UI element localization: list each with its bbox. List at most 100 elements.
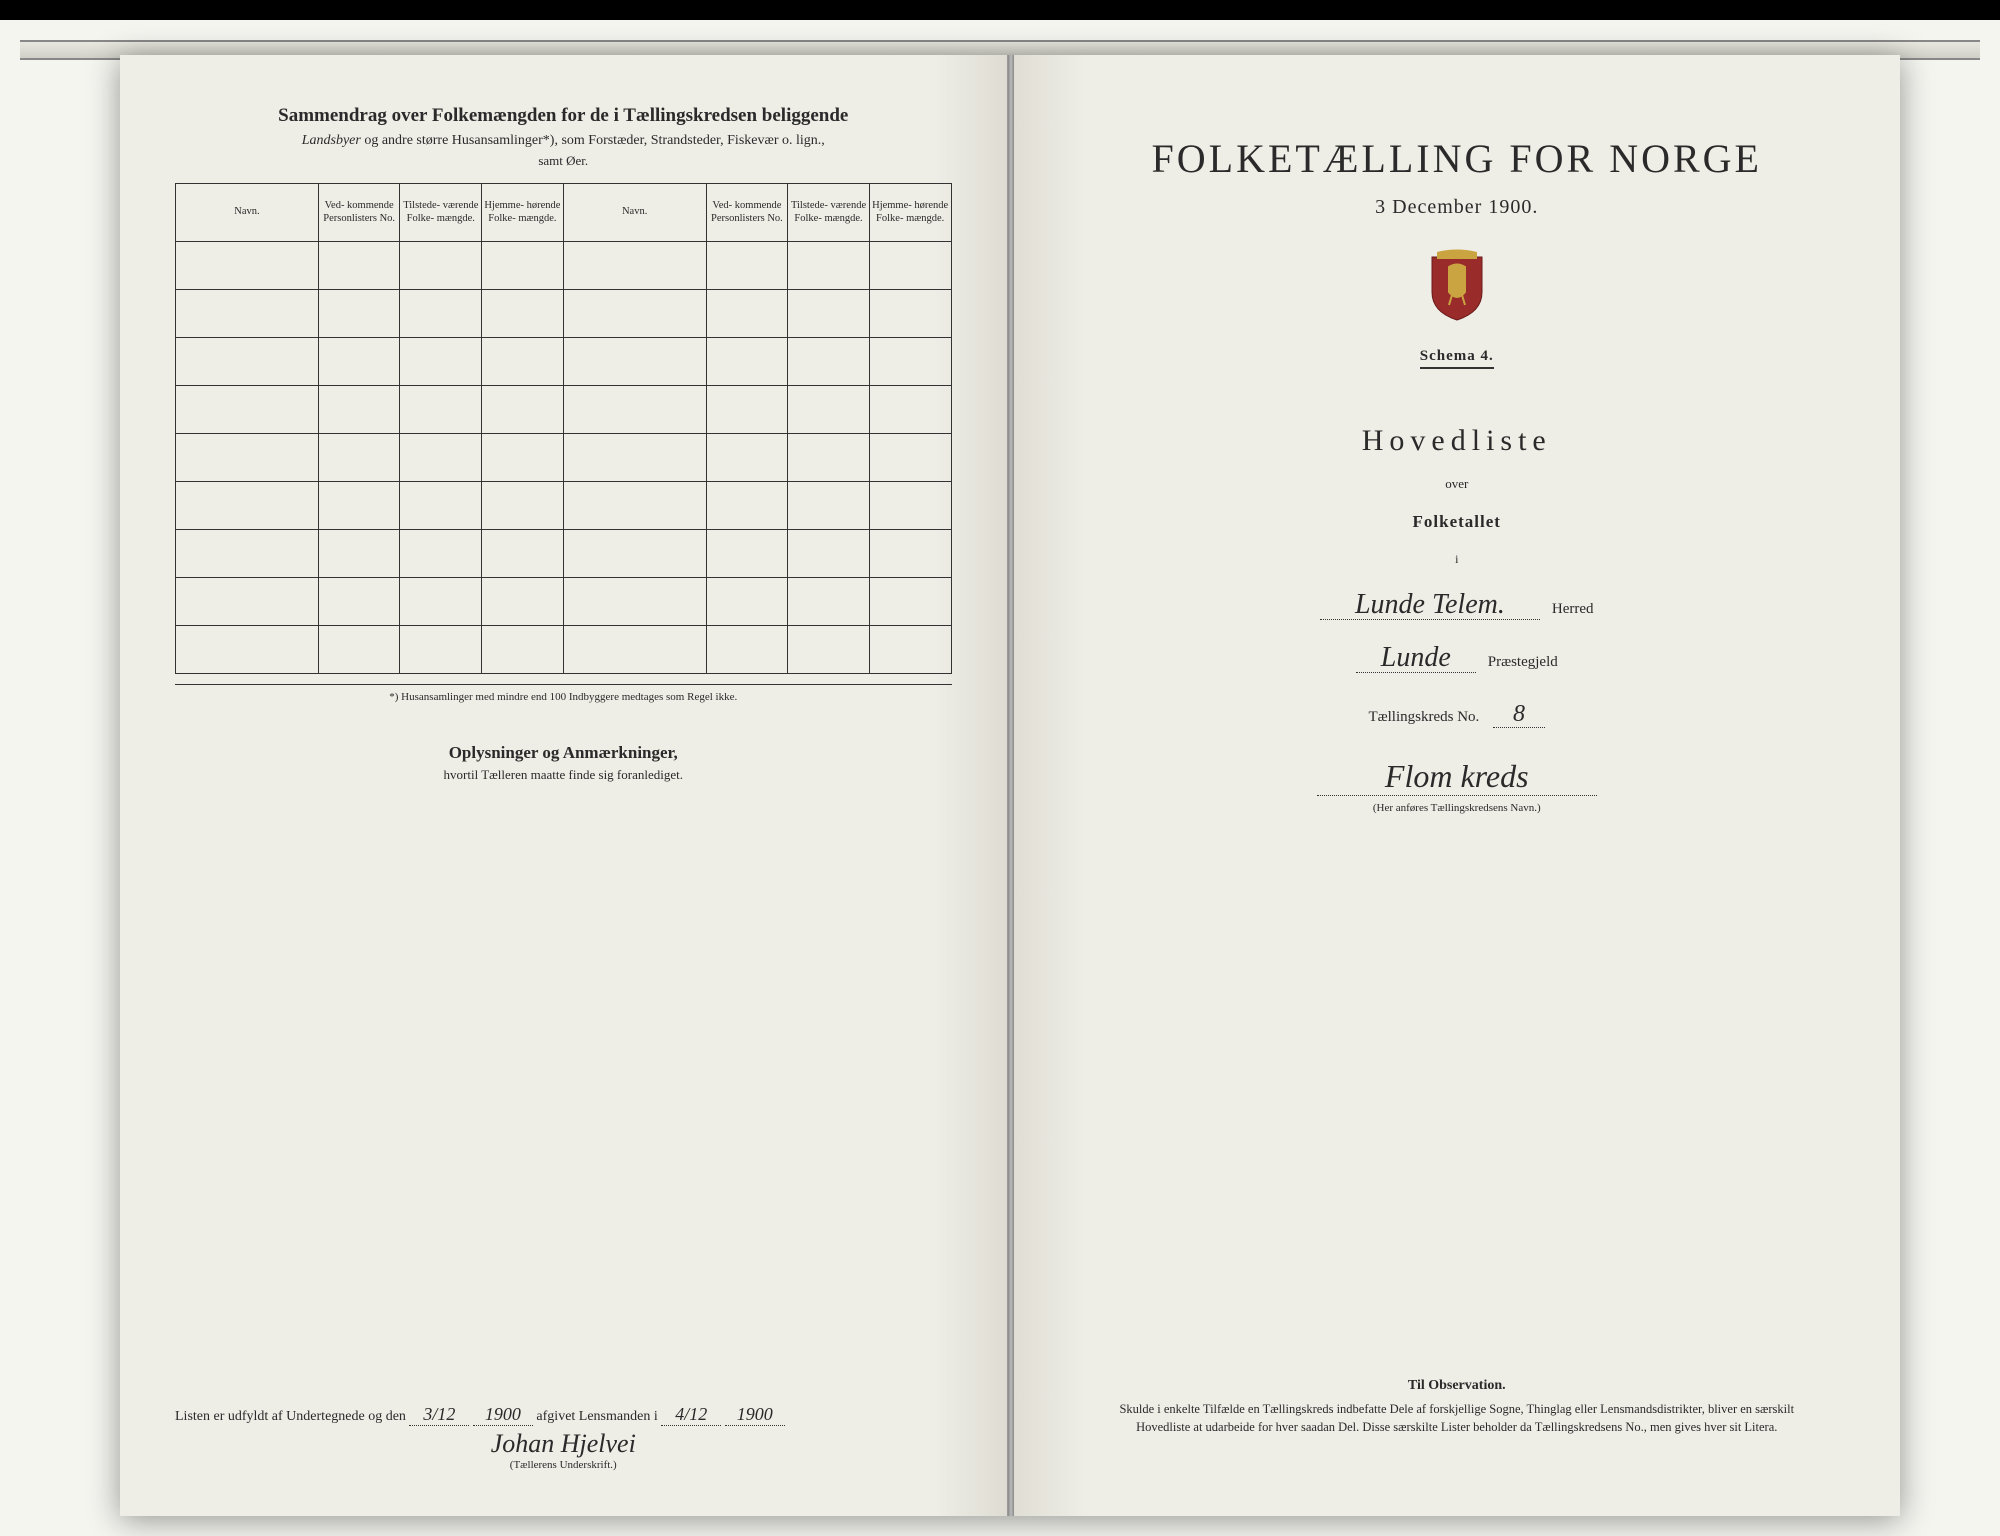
right-page: FOLKETÆLLING FOR NORGE 3 December 1900. …	[1014, 55, 1901, 1516]
table-cell	[482, 434, 564, 482]
table-cell	[869, 338, 951, 386]
oplysninger-sub: hvortil Tælleren maatte finde sig foranl…	[175, 767, 952, 783]
census-date: 3 December 1900.	[1069, 196, 1846, 219]
table-row	[176, 338, 952, 386]
listen-prefix: Listen er udfyldt af Undertegnede og den	[175, 1409, 406, 1424]
col-navn-2: Navn.	[563, 184, 706, 242]
table-cell	[176, 242, 319, 290]
table-cell	[788, 482, 870, 530]
col-navn-1: Navn.	[176, 184, 319, 242]
table-cell	[869, 482, 951, 530]
table-cell	[788, 290, 870, 338]
col-vedkommende-2: Ved- kommende Personlisters No.	[706, 184, 788, 242]
hovedliste-title: Hovedliste	[1069, 424, 1846, 458]
observation-heading: Til Observation.	[1094, 1378, 1821, 1394]
date2-field: 4/12	[661, 1404, 721, 1426]
table-cell	[318, 626, 400, 674]
i-label: i	[1069, 552, 1846, 567]
table-row	[176, 578, 952, 626]
table-cell	[869, 578, 951, 626]
kreds-number-row: Tællingskreds No. 8	[1069, 701, 1846, 728]
kreds-name: Flom kreds	[1317, 758, 1597, 796]
table-cell	[318, 290, 400, 338]
table-cell	[563, 578, 706, 626]
coat-of-arms-icon	[1427, 247, 1487, 322]
summary-subheading: Landsbyer og andre større Husansamlinger…	[175, 133, 952, 149]
table-cell	[706, 482, 788, 530]
table-cell	[869, 434, 951, 482]
table-cell	[563, 242, 706, 290]
table-cell	[176, 290, 319, 338]
kreds-number: 8	[1493, 701, 1545, 728]
table-cell	[563, 434, 706, 482]
col-tilstede-1: Tilstede- værende Folke- mængde.	[400, 184, 482, 242]
table-cell	[869, 530, 951, 578]
herred-value: Lunde Telem.	[1320, 591, 1540, 620]
open-book: Sammendrag over Folkemængden for de i Tæ…	[120, 55, 1900, 1516]
table-body	[176, 242, 952, 674]
table-cell	[788, 386, 870, 434]
table-cell	[400, 434, 482, 482]
table-cell	[706, 626, 788, 674]
table-cell	[318, 386, 400, 434]
table-cell	[482, 338, 564, 386]
col-vedkommende-1: Ved- kommende Personlisters No.	[318, 184, 400, 242]
table-cell	[563, 626, 706, 674]
table-row	[176, 434, 952, 482]
afgivet-label: afgivet Lensmanden i	[536, 1409, 657, 1424]
table-cell	[706, 434, 788, 482]
folketallet-label: Folketallet	[1069, 512, 1846, 532]
table-cell	[400, 578, 482, 626]
table-cell	[563, 290, 706, 338]
signature-line: Listen er udfyldt af Undertegnede og den…	[175, 1404, 952, 1426]
summary-heading: Sammendrag over Folkemængden for de i Tæ…	[175, 105, 952, 127]
table-cell	[482, 626, 564, 674]
praestegjeld-value: Lunde	[1356, 644, 1476, 673]
table-row	[176, 530, 952, 578]
table-cell	[869, 626, 951, 674]
table-cell	[176, 386, 319, 434]
table-cell	[563, 386, 706, 434]
table-cell	[706, 338, 788, 386]
observation-block: Til Observation. Skulde i enkelte Tilfæl…	[1094, 1378, 1821, 1436]
table-cell	[176, 338, 319, 386]
table-footnote: *) Husansamlinger med mindre end 100 Ind…	[175, 684, 952, 703]
signature-block: Johan Hjelvei (Tællerens Underskrift.)	[491, 1429, 636, 1471]
census-main-title: FOLKETÆLLING FOR NORGE	[1069, 135, 1846, 182]
table-cell	[706, 290, 788, 338]
table-cell	[788, 242, 870, 290]
landsbyer-italic: Landsbyer	[302, 133, 361, 148]
table-row	[176, 242, 952, 290]
praestegjeld-label: Præstegjeld	[1488, 654, 1558, 671]
table-cell	[400, 338, 482, 386]
table-cell	[482, 242, 564, 290]
table-cell	[482, 290, 564, 338]
left-page: Sammendrag over Folkemængden for de i Tæ…	[120, 55, 1008, 1516]
table-cell	[869, 386, 951, 434]
table-cell	[869, 290, 951, 338]
table-cell	[706, 578, 788, 626]
table-cell	[176, 530, 319, 578]
kreds-label: Tællingskreds No.	[1368, 709, 1479, 725]
table-cell	[400, 290, 482, 338]
table-cell	[400, 482, 482, 530]
table-cell	[176, 434, 319, 482]
table-cell	[788, 626, 870, 674]
schema-label: Schema 4.	[1420, 348, 1494, 369]
table-cell	[482, 578, 564, 626]
table-cell	[482, 482, 564, 530]
table-cell	[318, 242, 400, 290]
table-cell	[318, 482, 400, 530]
table-cell	[788, 530, 870, 578]
table-cell	[176, 578, 319, 626]
table-cell	[400, 242, 482, 290]
table-cell	[318, 434, 400, 482]
table-cell	[788, 338, 870, 386]
table-cell	[706, 242, 788, 290]
table-cell	[563, 530, 706, 578]
table-row	[176, 626, 952, 674]
table-cell	[400, 386, 482, 434]
subheading-rest: og andre større Husansamlinger*), som Fo…	[361, 133, 825, 148]
table-cell	[318, 338, 400, 386]
table-cell	[788, 578, 870, 626]
